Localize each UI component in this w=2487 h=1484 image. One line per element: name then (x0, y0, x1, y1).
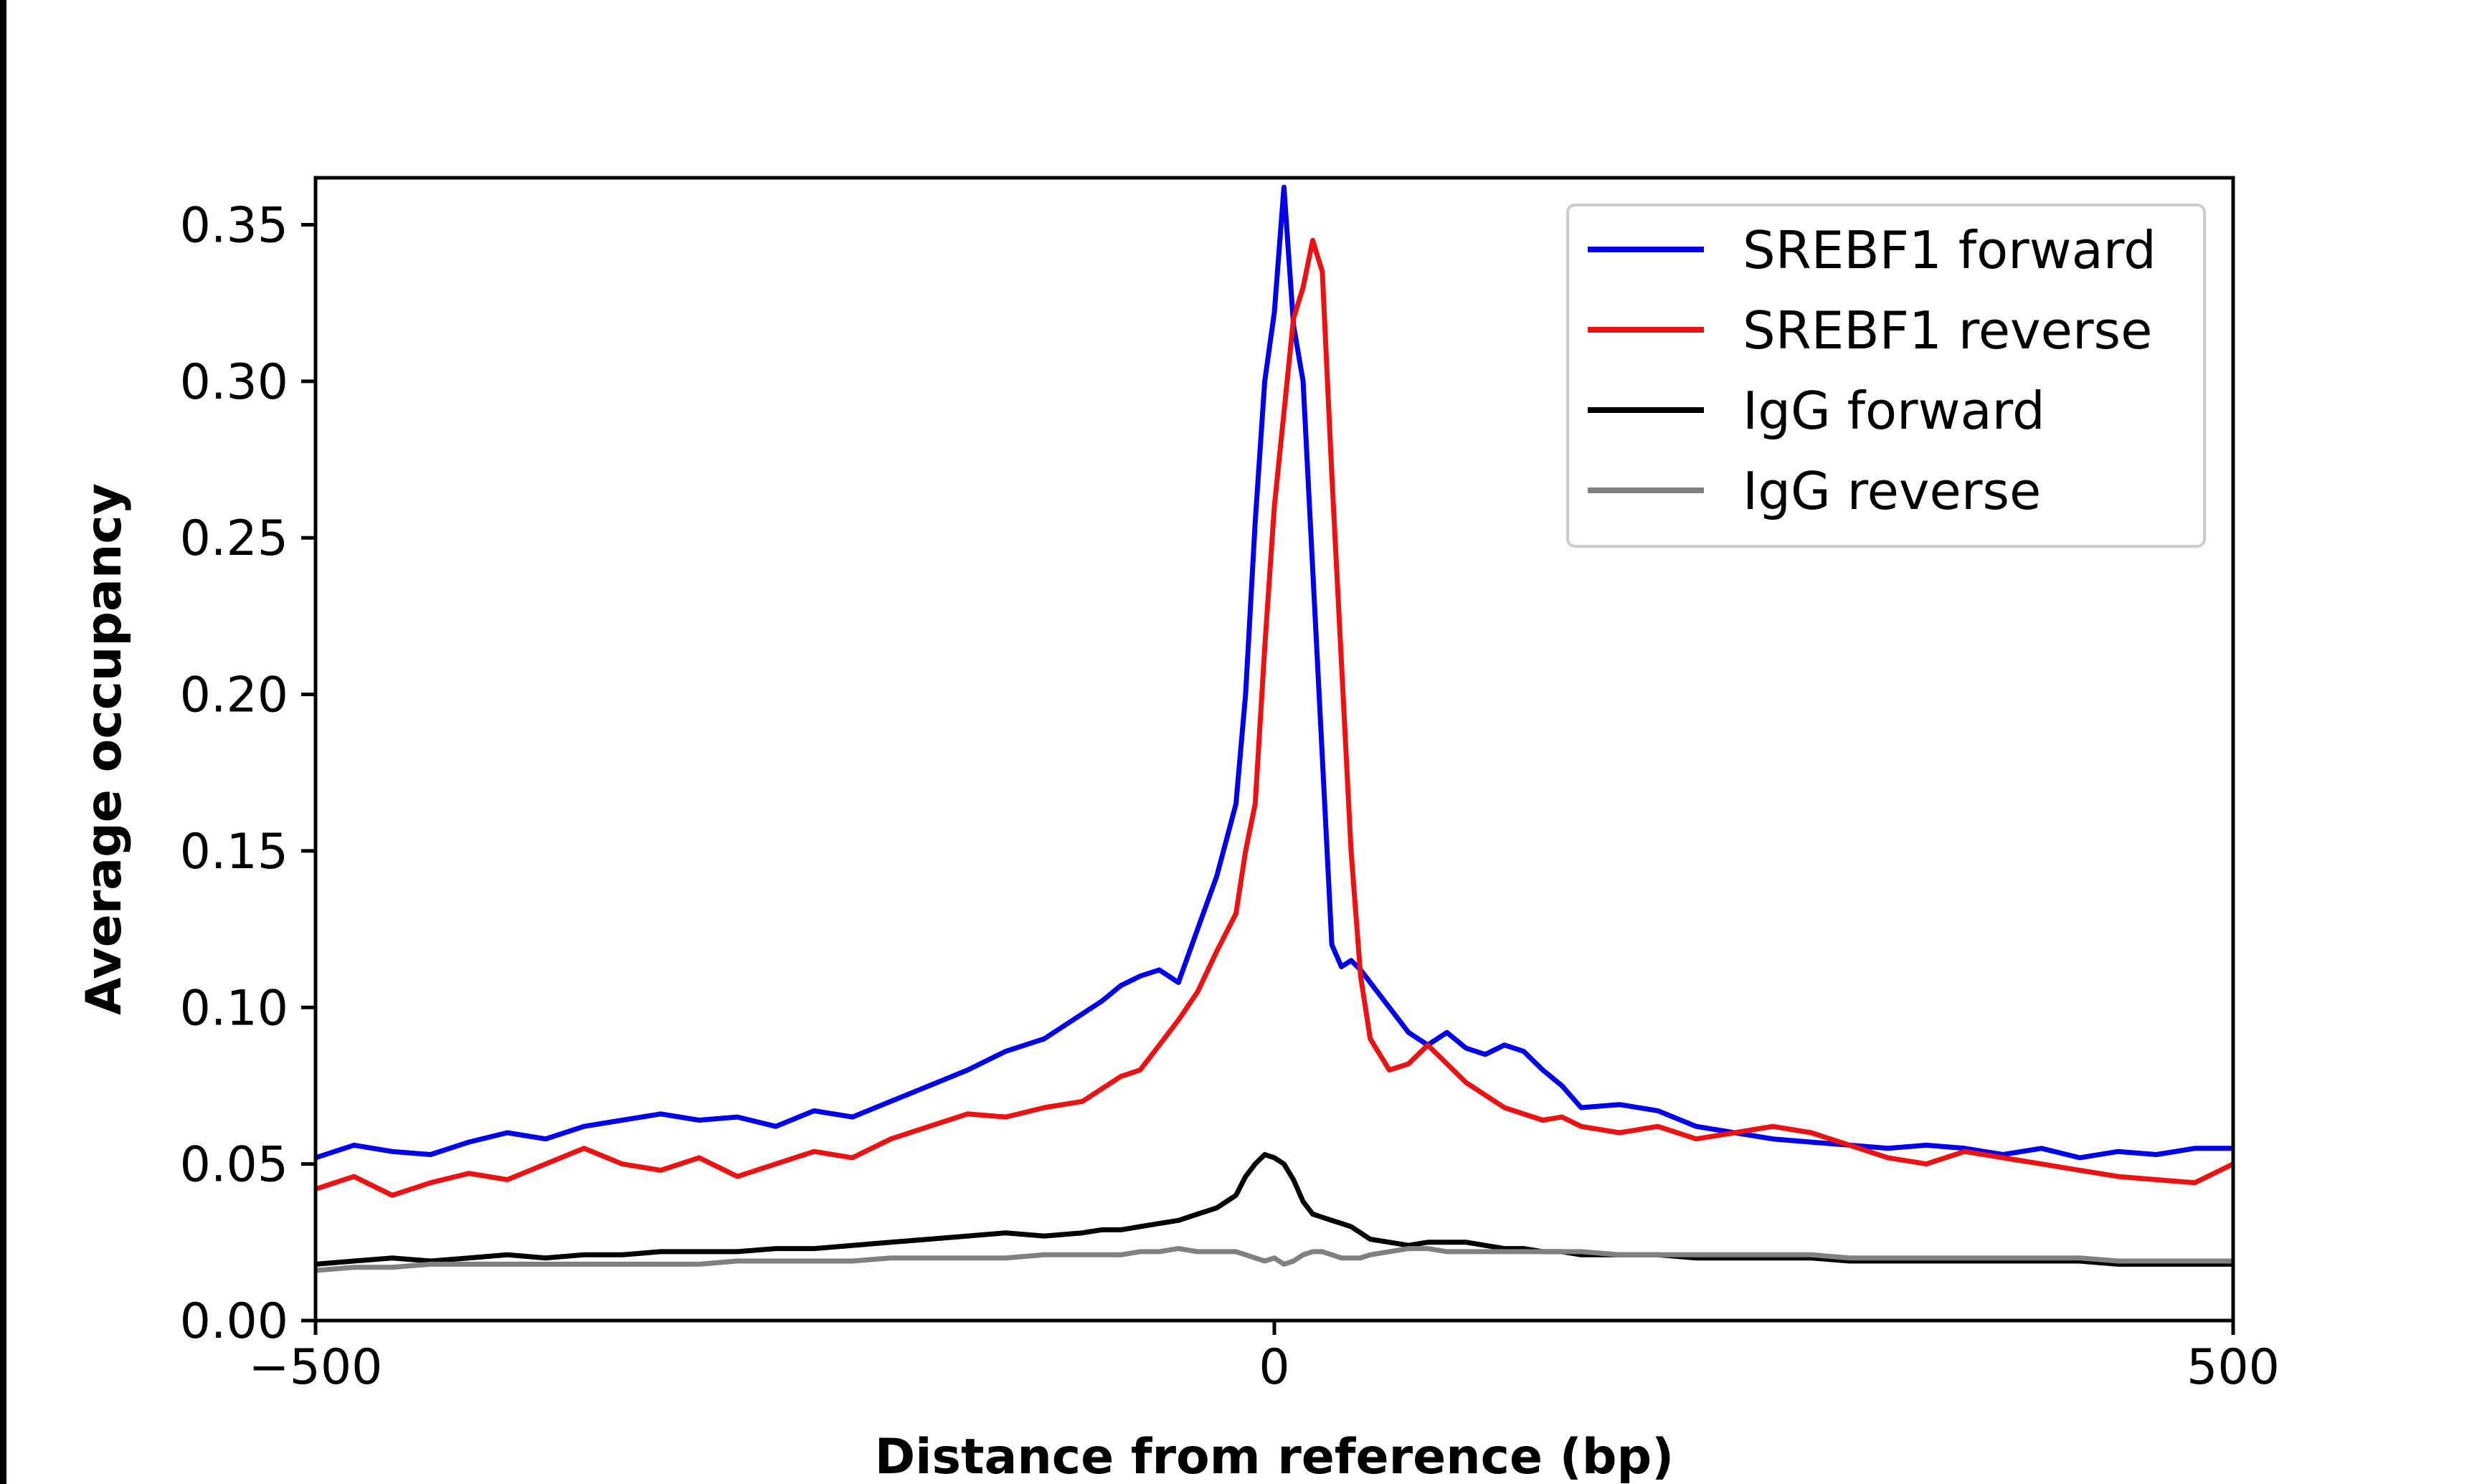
series-line-igg-forward (316, 1152, 2233, 1267)
legend: SREBF1 forward SREBF1 reverse IgG forward I… (1566, 204, 2206, 548)
x-tick-label: −500 (249, 1339, 383, 1396)
y-axis-title: Average occupancy (76, 483, 133, 1015)
y-tick-label: 0.30 (180, 354, 288, 411)
y-tick-label: 0.20 (180, 667, 288, 724)
legend-label-igg-reverse: IgG reverse (1743, 461, 2041, 521)
legend-label-igg-forward: IgG forward (1743, 381, 2045, 441)
x-tick-label: 0 (1259, 1339, 1289, 1396)
x-axis: −500 0 500 (249, 1321, 2280, 1396)
y-tick-label: 0.10 (180, 980, 288, 1037)
y-tick-label: 0.15 (180, 824, 288, 880)
series-layer (316, 184, 2233, 1273)
legend-label-srebf1-forward: SREBF1 forward (1743, 220, 2156, 280)
legend-box (1566, 204, 2206, 548)
y-axis: 0.00 0.05 0.10 0.15 0.20 0.25 0.30 0.35 (180, 198, 316, 1350)
x-tick-label: 500 (2187, 1339, 2280, 1396)
y-tick-label: 0.00 (180, 1293, 288, 1350)
series-line-srebf1-reverse (316, 237, 2233, 1198)
x-axis-title: Distance from reference (bp) (875, 1429, 1674, 1484)
legend-label-srebf1-reverse: SREBF1 reverse (1743, 300, 2152, 361)
y-tick-label: 0.25 (180, 510, 288, 567)
series-line-igg-reverse (316, 1246, 2233, 1273)
y-tick-label: 0.05 (180, 1137, 288, 1194)
series-group (316, 184, 2233, 1273)
left-edge-bar (0, 0, 6, 1484)
series-line-srebf1-forward (316, 184, 2233, 1161)
y-tick-label: 0.35 (180, 198, 288, 255)
